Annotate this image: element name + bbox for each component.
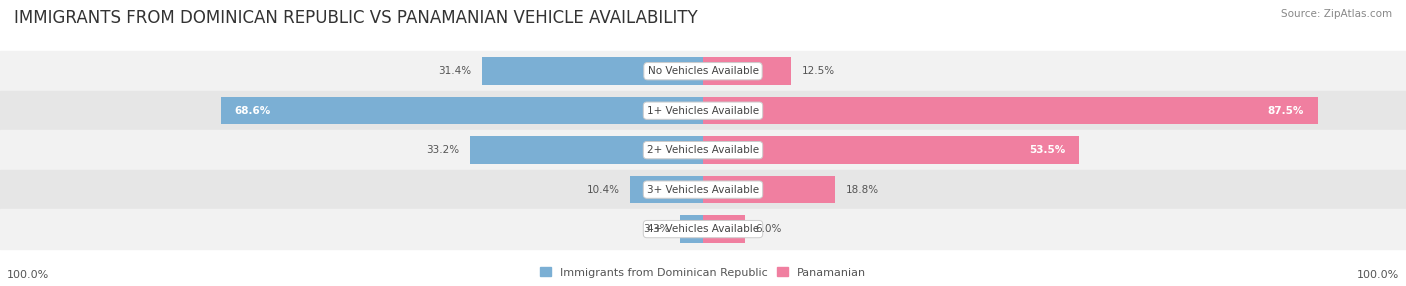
Text: 33.2%: 33.2% bbox=[426, 145, 458, 155]
Bar bbox=[0, 209, 1406, 249]
Bar bbox=[703, 136, 1080, 164]
Text: 31.4%: 31.4% bbox=[439, 66, 471, 76]
Bar bbox=[703, 176, 835, 203]
Text: 3+ Vehicles Available: 3+ Vehicles Available bbox=[647, 185, 759, 194]
Bar bbox=[703, 97, 1319, 124]
Text: 87.5%: 87.5% bbox=[1268, 106, 1305, 116]
Legend: Immigrants from Dominican Republic, Panamanian: Immigrants from Dominican Republic, Pana… bbox=[540, 267, 866, 278]
Text: 18.8%: 18.8% bbox=[846, 185, 879, 194]
Text: 10.4%: 10.4% bbox=[586, 185, 619, 194]
Text: 100.0%: 100.0% bbox=[1357, 270, 1399, 279]
Bar bbox=[703, 57, 790, 85]
Text: 3.3%: 3.3% bbox=[643, 224, 669, 234]
Text: 100.0%: 100.0% bbox=[7, 270, 49, 279]
Bar bbox=[630, 176, 703, 203]
Bar bbox=[0, 91, 1406, 130]
Text: 68.6%: 68.6% bbox=[235, 106, 271, 116]
Text: 12.5%: 12.5% bbox=[801, 66, 835, 76]
Text: 53.5%: 53.5% bbox=[1029, 145, 1066, 155]
Bar bbox=[681, 215, 703, 243]
Bar bbox=[470, 136, 703, 164]
Text: 1+ Vehicles Available: 1+ Vehicles Available bbox=[647, 106, 759, 116]
Text: 2+ Vehicles Available: 2+ Vehicles Available bbox=[647, 145, 759, 155]
Text: 6.0%: 6.0% bbox=[756, 224, 782, 234]
Text: Source: ZipAtlas.com: Source: ZipAtlas.com bbox=[1281, 9, 1392, 19]
Bar bbox=[221, 97, 703, 124]
Bar bbox=[482, 57, 703, 85]
Text: 4+ Vehicles Available: 4+ Vehicles Available bbox=[647, 224, 759, 234]
Text: No Vehicles Available: No Vehicles Available bbox=[648, 66, 758, 76]
Bar bbox=[0, 51, 1406, 91]
Bar bbox=[0, 170, 1406, 209]
Bar bbox=[0, 130, 1406, 170]
Bar bbox=[703, 215, 745, 243]
Text: IMMIGRANTS FROM DOMINICAN REPUBLIC VS PANAMANIAN VEHICLE AVAILABILITY: IMMIGRANTS FROM DOMINICAN REPUBLIC VS PA… bbox=[14, 9, 697, 27]
